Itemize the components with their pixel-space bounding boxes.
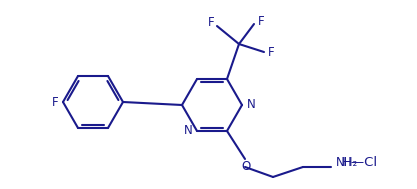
Text: N: N bbox=[246, 98, 255, 112]
Text: H—Cl: H—Cl bbox=[342, 156, 378, 169]
Text: F: F bbox=[258, 15, 264, 28]
Text: N: N bbox=[183, 125, 192, 137]
Text: F: F bbox=[52, 95, 58, 108]
Text: NH₂: NH₂ bbox=[336, 156, 358, 170]
Text: F: F bbox=[268, 46, 274, 59]
Text: F: F bbox=[208, 15, 214, 29]
Text: O: O bbox=[241, 160, 251, 174]
